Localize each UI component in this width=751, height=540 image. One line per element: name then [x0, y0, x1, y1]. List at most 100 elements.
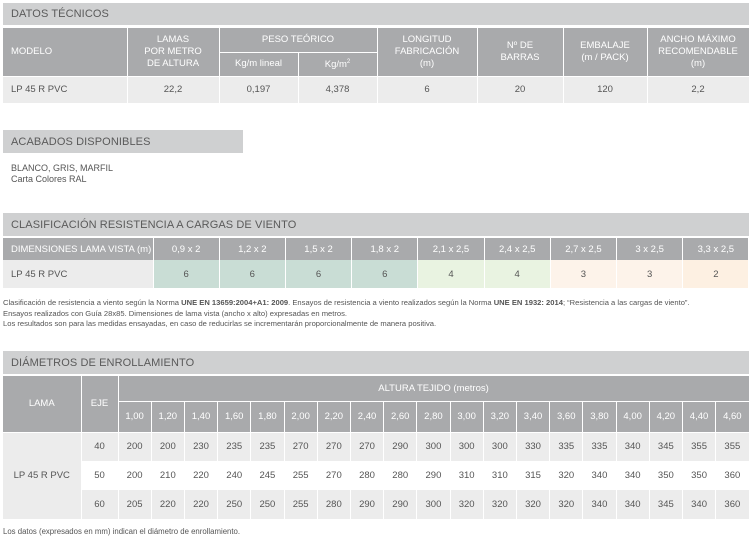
cell-diameter: 310: [483, 461, 517, 490]
cell-diameter: 290: [383, 432, 418, 461]
cell-class: 3: [616, 260, 684, 288]
header-height: 3,40: [516, 401, 551, 433]
header-dim: 0,9 x 2: [153, 238, 220, 260]
header-barras: Nº DE BARRAS: [477, 28, 564, 77]
cell-diameter: 320: [483, 490, 517, 519]
cell-diameter: 340: [582, 490, 617, 519]
header-altura: ALTURA TEJIDO (metros): [118, 376, 750, 402]
header-height: 4,00: [616, 401, 650, 433]
cell-diameter: 220: [151, 490, 185, 519]
header-height: 2,20: [317, 401, 351, 433]
cell-eje: 60: [81, 490, 119, 519]
header-eje: EJE: [81, 376, 119, 433]
section-title-tech: DATOS TÉCNICOS: [3, 3, 749, 25]
cell-model: LP 45 R PVC: [3, 260, 154, 288]
cell-ancho: 2,2: [647, 76, 750, 103]
header-longitud: LONGITUD FABRICACIÓN (m): [377, 28, 478, 77]
header-ancho: ANCHO MÁXIMO RECOMENDABLE (m): [647, 28, 750, 77]
header-height: 2,00: [284, 401, 318, 433]
section-title-finishes: ACABADOS DISPONIBLES: [3, 130, 243, 153]
cell-diameter: 230: [184, 432, 219, 461]
cell-class: 6: [153, 260, 220, 288]
cell-diameter: 300: [483, 432, 517, 461]
cell-diameter: 235: [250, 432, 285, 461]
cell-diameter: 340: [616, 490, 650, 519]
header-dim: 2,7 x 2,5: [550, 238, 618, 260]
cell-diameter: 335: [549, 432, 584, 461]
table-row: LP 45 R PVC 22,2 0,197 4,378 6 20 120 2,…: [3, 76, 750, 103]
header-height: 4,60: [715, 401, 750, 433]
cell-diameter: 270: [317, 432, 351, 461]
cell-diameter: 205: [118, 490, 152, 519]
cell-diameter: 315: [516, 461, 551, 490]
header-lamas: LAMAS POR METRO DE ALTURA: [127, 28, 220, 77]
wind-note-line2: Ensayos realizados con Guía 28x85. Dimen…: [3, 308, 348, 318]
cell-class: 4: [417, 260, 485, 288]
cell-barras: 20: [477, 76, 564, 103]
cell-diameter: 300: [450, 432, 484, 461]
finishes-list: BLANCO, GRIS, MARFIL Carta Colores RAL: [11, 163, 113, 185]
cell-diameter: 290: [383, 490, 418, 519]
cell-diameter: 200: [118, 461, 152, 490]
wind-table: DIMENSIONES LAMA VISTA (m) 0,9 x 2 1,2 x …: [3, 238, 750, 288]
cell-model: LP 45 R PVC: [3, 76, 128, 103]
cell-diameter: 340: [616, 432, 650, 461]
cell-diameter: 220: [184, 461, 219, 490]
header-height: 2,40: [350, 401, 385, 433]
header-height: 1,40: [184, 401, 219, 433]
section-title-roll: DIÁMETROS DE ENROLLAMIENTO: [3, 351, 749, 374]
cell-longitud: 6: [377, 76, 478, 103]
header-lama: LAMA: [3, 376, 82, 433]
cell-diameter: 250: [217, 490, 252, 519]
cell-diameter: 290: [416, 461, 451, 490]
cell-diameter: 330: [516, 432, 551, 461]
cell-peso-m2: 4,378: [298, 76, 378, 103]
cell-diameter: 270: [284, 432, 318, 461]
cell-diameter: 255: [284, 461, 318, 490]
cell-diameter: 200: [118, 432, 152, 461]
cell-diameter: 355: [715, 432, 750, 461]
header-embalaje: EMBALAJE (m / PACK): [563, 28, 648, 77]
section-title-wind: CLASIFICACIÓN RESISTENCIA A CARGAS DE VI…: [3, 213, 749, 236]
cell-embalaje: 120: [563, 76, 648, 103]
header-peso-m2: Kg/m2: [298, 52, 378, 77]
cell-diameter: 300: [416, 490, 451, 519]
table-row: 60 205 220 220 250 250 255 280 290 290 300 320 320 32…: [3, 490, 750, 519]
header-peso-lineal: Kg/m lineal: [219, 52, 299, 77]
cell-diameter: 335: [582, 432, 617, 461]
cell-diameter: 220: [184, 490, 219, 519]
cell-diameter: 200: [151, 432, 185, 461]
header-height: 1,80: [250, 401, 285, 433]
cell-diameter: 255: [284, 490, 318, 519]
cell-diameter: 280: [317, 490, 351, 519]
table-row: LP 45 R PVC 40 200 200 230 235 235 270 270 270 290…: [3, 432, 750, 519]
header-height: 1,20: [151, 401, 185, 433]
header-peso: PESO TEÓRICO: [219, 28, 378, 53]
cell-diameter: 360: [715, 490, 750, 519]
cell-diameter: 350: [649, 461, 683, 490]
cell-diameter: 320: [549, 461, 584, 490]
wind-note: Clasificación de resistencia a viento se…: [3, 298, 690, 330]
header-height: 4,40: [682, 401, 717, 433]
cell-diameter: 280: [350, 461, 385, 490]
header-dim: 1,5 x 2: [285, 238, 353, 260]
cell-diameter: 320: [549, 490, 584, 519]
cell-class: 6: [285, 260, 353, 288]
table-row: 50 200 210 220 240 245 255 270 280 280 290 310 310 31…: [3, 461, 750, 490]
cell-eje: 50: [81, 461, 119, 490]
cell-diameter: 320: [516, 490, 551, 519]
cell-diameter: 340: [582, 461, 617, 490]
header-height: 3,60: [549, 401, 584, 433]
header-dim: 2,4 x 2,5: [484, 238, 551, 260]
header-height: 3,20: [483, 401, 517, 433]
cell-diameter: 340: [616, 461, 650, 490]
header-height: 2,60: [383, 401, 418, 433]
cell-class: 6: [351, 260, 419, 288]
cell-eje: 40: [81, 432, 119, 461]
header-height: 2,80: [416, 401, 451, 433]
header-dim: 3,3 x 2,5: [682, 238, 750, 260]
cell-diameter: 210: [151, 461, 185, 490]
cell-diameter: 345: [649, 432, 683, 461]
header-modelo: MODELO: [3, 28, 128, 77]
roll-note: Los datos (expresados en mm) indican el …: [3, 527, 241, 536]
